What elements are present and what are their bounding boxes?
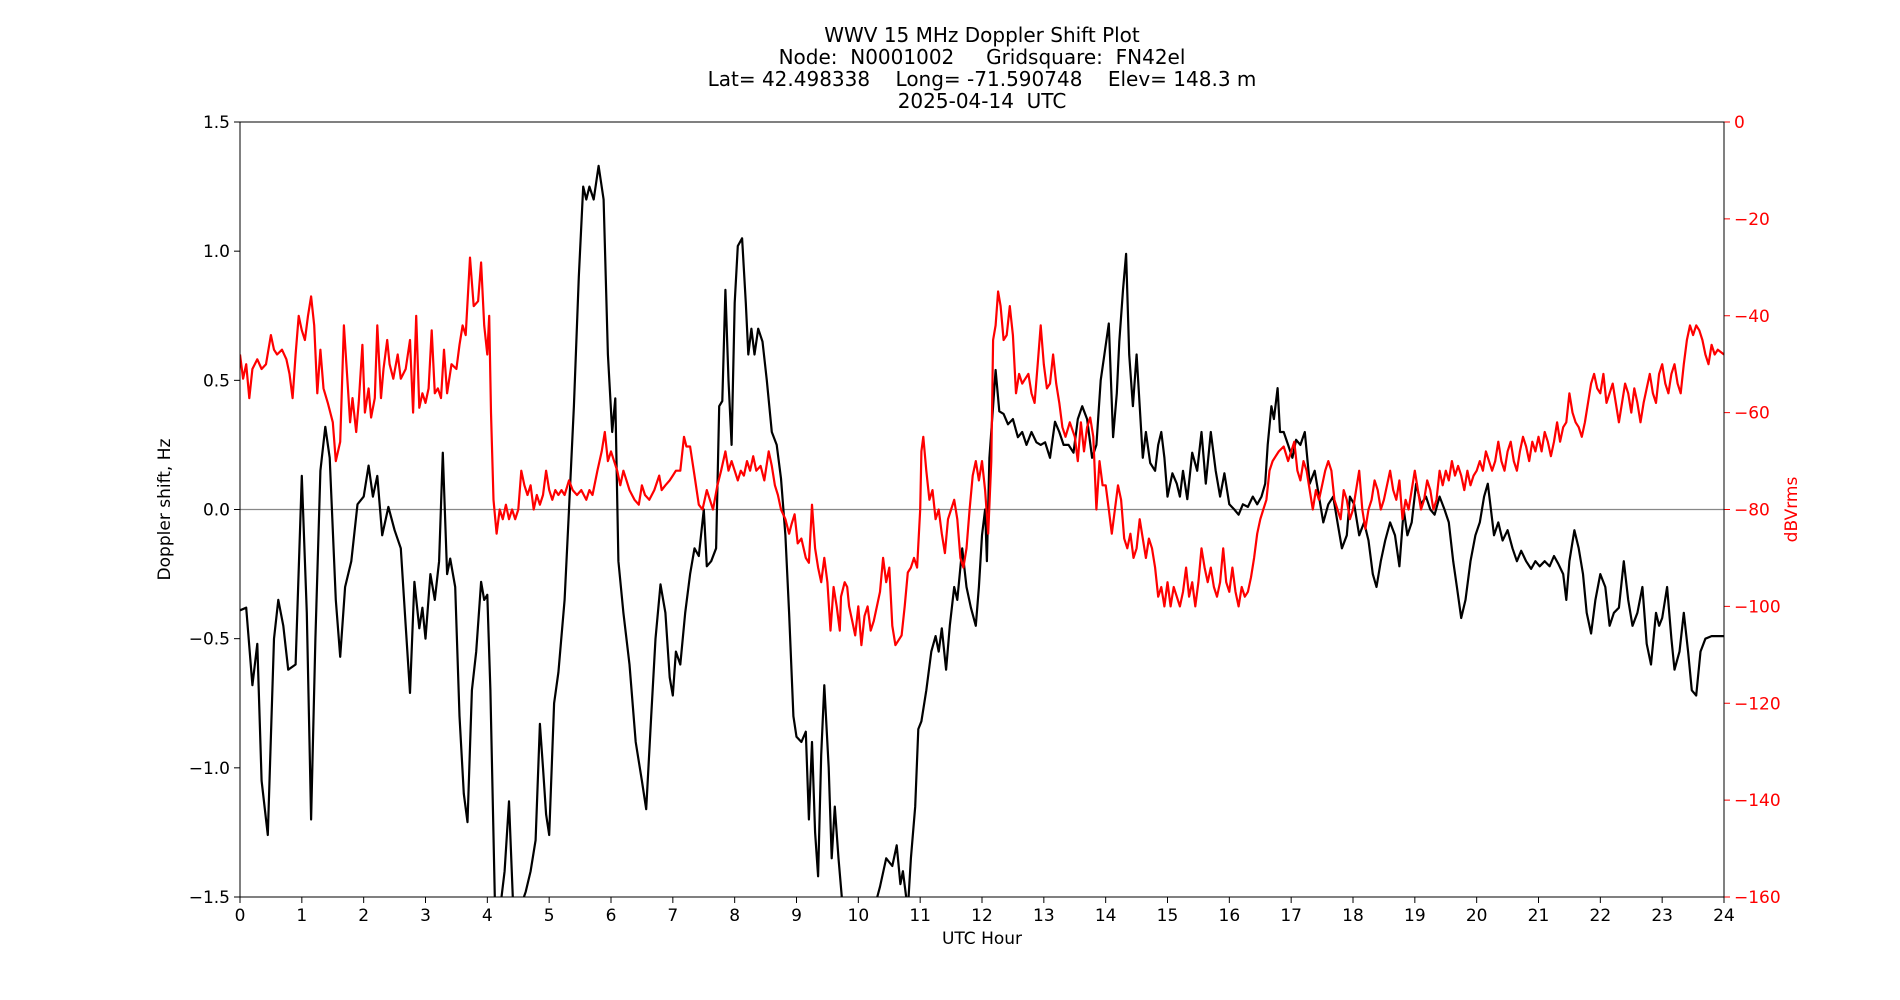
x-tick-label: 10 [848, 906, 870, 926]
y-tick-label: 0.5 [203, 371, 230, 391]
x-tick-label: 12 [971, 906, 993, 926]
x-tick-label: 14 [1095, 906, 1117, 926]
y-axis-label: Doppler shift, Hz [155, 438, 175, 580]
x-tick-label: 13 [1033, 906, 1055, 926]
y2-tick-label: −100 [1734, 597, 1781, 617]
x-tick-label: 0 [235, 906, 246, 926]
x-tick-label: 5 [544, 906, 555, 926]
doppler-series-line [240, 164, 1724, 897]
x-tick-label: 2 [358, 906, 369, 926]
x-tick-label: 19 [1404, 906, 1426, 926]
x-tick-label: 20 [1466, 906, 1488, 926]
y2-tick-label: 0 [1734, 113, 1745, 133]
y-tick-label: 1.5 [203, 113, 230, 133]
title-line-2: Node: N0001002 Gridsquare: FN42el [779, 45, 1186, 69]
y2-tick-label: −120 [1734, 694, 1781, 714]
y2-tick-label: −20 [1734, 210, 1770, 230]
x-tick-label: 4 [482, 906, 493, 926]
y2-axis-label: dBVrms [1782, 477, 1802, 543]
x-tick-label: 11 [909, 906, 931, 926]
right-axis-ticks: 0 −20 −40 −60 −80 −100 −120 −140 −160 [1724, 113, 1781, 908]
x-tick-label: 16 [1219, 906, 1241, 926]
plot-frame [239, 121, 1725, 898]
y-tick-label: −1.0 [189, 759, 230, 779]
x-tick-label: 9 [791, 906, 802, 926]
title-line-1: WWV 15 MHz Doppler Shift Plot [824, 23, 1140, 47]
x-tick-label: 6 [606, 906, 617, 926]
x-tick-label: 17 [1280, 906, 1302, 926]
y-tick-label: 0.0 [203, 501, 230, 521]
y2-tick-label: −140 [1734, 791, 1781, 811]
x-tick-label: 24 [1713, 906, 1735, 926]
y-tick-label: −0.5 [189, 630, 230, 650]
y2-tick-label: −160 [1734, 888, 1781, 908]
x-tick-label: 3 [420, 906, 431, 926]
title-line-4: 2025-04-14 UTC [898, 89, 1067, 113]
x-tick-label: 21 [1528, 906, 1550, 926]
x-tick-label: 15 [1157, 906, 1179, 926]
x-axis-label: UTC Hour [942, 929, 1022, 949]
left-axis-ticks: 1.5 1.0 0.5 0.0 −0.5 −1.0 −1.5 [189, 113, 240, 908]
x-tick-label: 1 [296, 906, 307, 926]
y-tick-label: −1.5 [189, 888, 230, 908]
x-tick-label: 7 [667, 906, 678, 926]
y2-tick-label: −80 [1734, 501, 1770, 521]
x-tick-label: 23 [1651, 906, 1673, 926]
title-line-3: Lat= 42.498338 Long= -71.590748 Elev= 14… [708, 67, 1257, 91]
x-axis-ticks: 0 1 2 3 4 5 6 7 8 9 10 11 12 13 14 15 16 17 18 19 20 21 22 23 24 [235, 897, 1735, 926]
x-tick-label: 18 [1342, 906, 1364, 926]
x-tick-label: 22 [1590, 906, 1612, 926]
y-tick-label: 1.0 [203, 242, 230, 262]
x-tick-label: 8 [729, 906, 740, 926]
y2-tick-label: −60 [1734, 404, 1770, 424]
y2-tick-label: −40 [1734, 307, 1770, 327]
series-lines [240, 164, 1724, 897]
power-series-line [240, 256, 1724, 647]
